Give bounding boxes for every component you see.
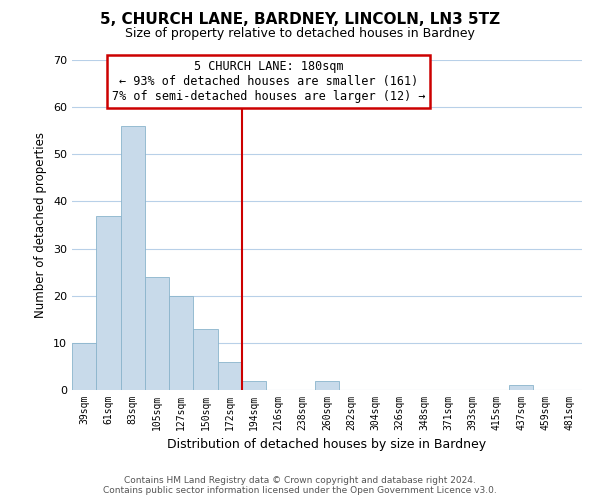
Bar <box>315 380 339 390</box>
Bar <box>145 277 169 390</box>
X-axis label: Distribution of detached houses by size in Bardney: Distribution of detached houses by size … <box>167 438 487 452</box>
Y-axis label: Number of detached properties: Number of detached properties <box>34 132 47 318</box>
Bar <box>96 216 121 390</box>
Text: Size of property relative to detached houses in Bardney: Size of property relative to detached ho… <box>125 28 475 40</box>
Bar <box>242 380 266 390</box>
Bar <box>72 343 96 390</box>
Text: Contains HM Land Registry data © Crown copyright and database right 2024.
Contai: Contains HM Land Registry data © Crown c… <box>103 476 497 495</box>
Bar <box>121 126 145 390</box>
Text: 5, CHURCH LANE, BARDNEY, LINCOLN, LN3 5TZ: 5, CHURCH LANE, BARDNEY, LINCOLN, LN3 5T… <box>100 12 500 28</box>
Text: 5 CHURCH LANE: 180sqm
← 93% of detached houses are smaller (161)
7% of semi-deta: 5 CHURCH LANE: 180sqm ← 93% of detached … <box>112 60 425 103</box>
Bar <box>509 386 533 390</box>
Bar <box>218 362 242 390</box>
Bar <box>169 296 193 390</box>
Bar <box>193 328 218 390</box>
